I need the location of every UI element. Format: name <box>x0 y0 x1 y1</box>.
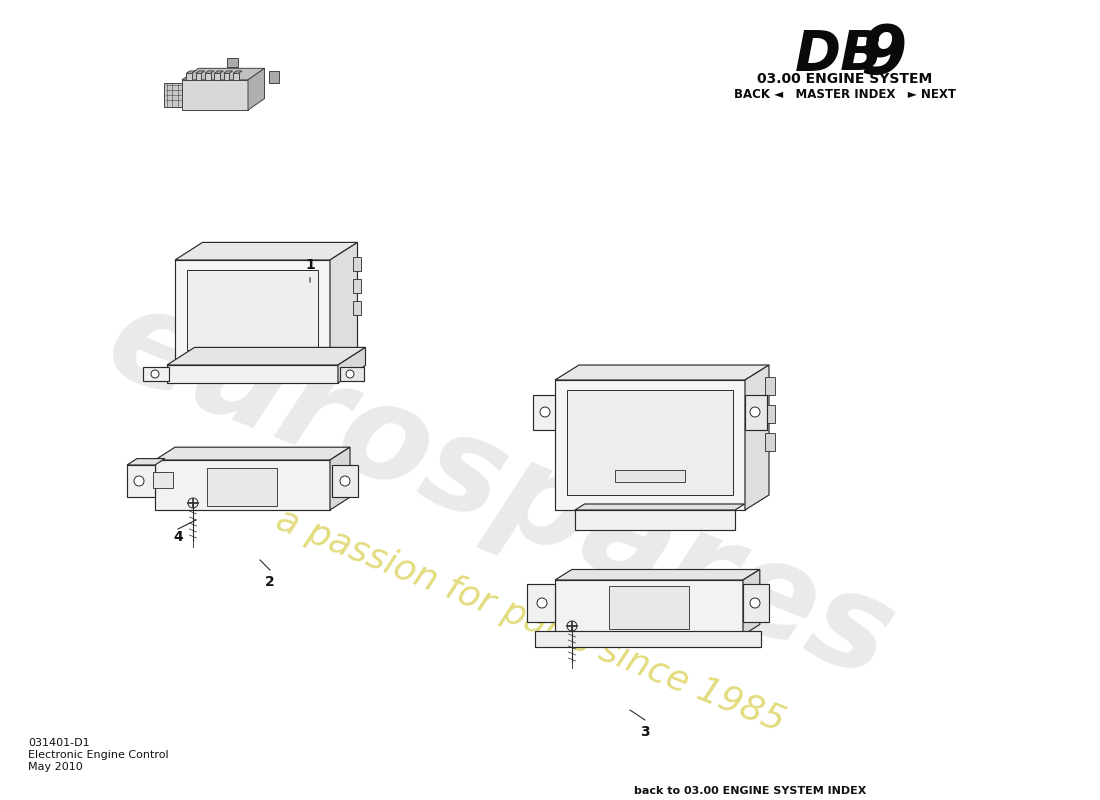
Text: 2: 2 <box>265 575 275 589</box>
Polygon shape <box>330 447 350 510</box>
Text: a passion for parts since 1985: a passion for parts since 1985 <box>271 502 790 738</box>
Text: 1: 1 <box>305 258 315 282</box>
Polygon shape <box>556 580 742 635</box>
Polygon shape <box>214 74 220 81</box>
Text: 03.00 ENGINE SYSTEM: 03.00 ENGINE SYSTEM <box>758 72 933 86</box>
Polygon shape <box>196 71 205 74</box>
Polygon shape <box>155 447 350 460</box>
Polygon shape <box>566 390 733 495</box>
Polygon shape <box>527 584 556 622</box>
Circle shape <box>540 407 550 417</box>
Circle shape <box>346 370 354 378</box>
Text: back to 03.00 ENGINE SYSTEM INDEX: back to 03.00 ENGINE SYSTEM INDEX <box>634 786 866 796</box>
Polygon shape <box>742 570 760 635</box>
Text: 4: 4 <box>173 530 183 544</box>
Polygon shape <box>352 302 361 315</box>
Polygon shape <box>205 74 210 81</box>
Polygon shape <box>556 365 769 380</box>
Circle shape <box>750 407 760 417</box>
Polygon shape <box>332 465 358 497</box>
Polygon shape <box>196 74 201 81</box>
Circle shape <box>340 476 350 486</box>
Circle shape <box>750 598 760 608</box>
Polygon shape <box>615 470 685 482</box>
Polygon shape <box>164 82 182 107</box>
Polygon shape <box>534 395 556 430</box>
Circle shape <box>537 598 547 608</box>
Polygon shape <box>764 433 776 451</box>
Text: 9: 9 <box>860 22 906 88</box>
Polygon shape <box>742 584 769 622</box>
Polygon shape <box>227 58 238 67</box>
Polygon shape <box>556 380 745 510</box>
Polygon shape <box>126 465 155 497</box>
Polygon shape <box>248 68 264 110</box>
Polygon shape <box>556 570 760 580</box>
Polygon shape <box>764 405 776 423</box>
Polygon shape <box>330 242 358 365</box>
Polygon shape <box>182 80 248 110</box>
Polygon shape <box>535 631 761 647</box>
Polygon shape <box>207 468 277 506</box>
Polygon shape <box>175 260 330 365</box>
Text: DB: DB <box>795 28 883 82</box>
Polygon shape <box>167 347 365 365</box>
Polygon shape <box>182 68 264 80</box>
Polygon shape <box>268 71 278 83</box>
Polygon shape <box>764 377 776 395</box>
Text: Electronic Engine Control: Electronic Engine Control <box>28 750 168 760</box>
Polygon shape <box>223 74 229 81</box>
Polygon shape <box>126 458 165 465</box>
Text: 031401-D1: 031401-D1 <box>28 738 89 748</box>
Polygon shape <box>352 258 361 271</box>
Circle shape <box>134 476 144 486</box>
Polygon shape <box>745 365 769 510</box>
Polygon shape <box>153 472 173 488</box>
Polygon shape <box>352 279 361 294</box>
Polygon shape <box>340 367 364 381</box>
Polygon shape <box>155 460 330 510</box>
Polygon shape <box>167 365 338 383</box>
Polygon shape <box>223 71 232 74</box>
Polygon shape <box>187 270 318 350</box>
Polygon shape <box>143 367 169 381</box>
Polygon shape <box>186 71 195 74</box>
Polygon shape <box>205 71 213 74</box>
Text: May 2010: May 2010 <box>28 762 82 772</box>
Polygon shape <box>214 71 223 74</box>
Polygon shape <box>575 510 735 530</box>
Text: 3: 3 <box>640 725 650 739</box>
Polygon shape <box>186 74 191 81</box>
Polygon shape <box>175 242 358 260</box>
Polygon shape <box>233 74 239 81</box>
Text: eurospares: eurospares <box>89 274 911 706</box>
Text: BACK ◄   MASTER INDEX   ► NEXT: BACK ◄ MASTER INDEX ► NEXT <box>734 88 956 101</box>
Circle shape <box>151 370 160 378</box>
Polygon shape <box>609 586 689 629</box>
Polygon shape <box>338 347 365 383</box>
Polygon shape <box>233 71 242 74</box>
Polygon shape <box>575 504 745 510</box>
Polygon shape <box>745 395 767 430</box>
